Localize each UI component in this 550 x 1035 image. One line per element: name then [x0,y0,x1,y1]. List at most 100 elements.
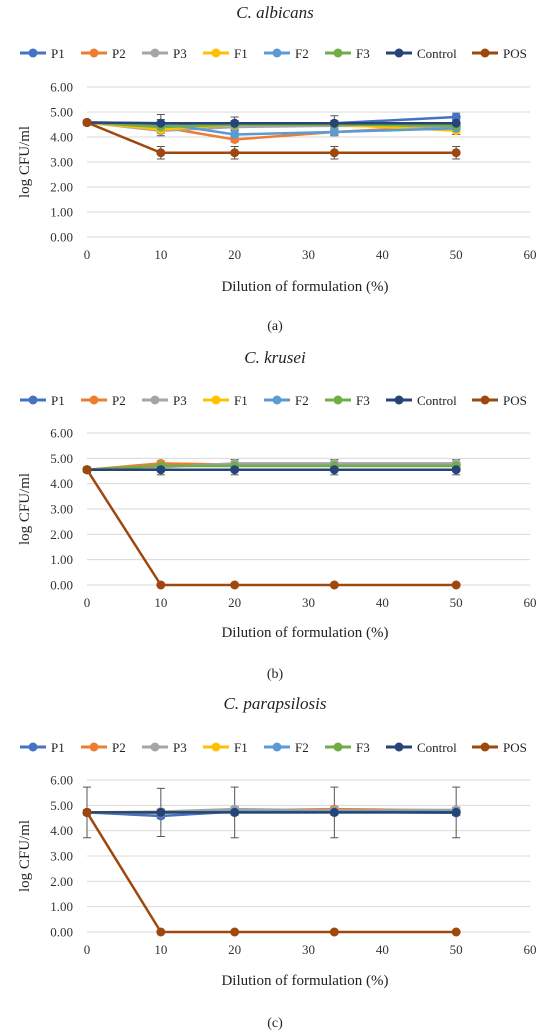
legend-swatch-marker [211,742,221,752]
data-point [230,130,240,139]
y-axis-label: log CFU/ml [17,126,33,198]
legend-item-f1: F1 [203,46,248,61]
legend-swatch-marker [150,395,160,405]
data-point [230,580,240,590]
legend-label: P1 [51,46,65,61]
x-tick-label: 50 [450,595,463,610]
data-point [451,580,461,590]
data-point [230,148,240,158]
data-point [230,118,240,128]
data-point [451,148,461,158]
legend-label: F2 [295,393,309,408]
legend-item-p3: P3 [142,46,187,61]
data-point [451,927,461,937]
series-line [85,469,457,587]
y-tick-label: 4.00 [50,823,73,838]
legend-item-p1: P1 [20,46,65,61]
legend-swatch-marker [150,742,160,752]
x-tick-label: 20 [228,595,241,610]
series-control [82,118,461,128]
y-tick-label: 3.00 [50,502,73,517]
y-tick-label: 6.00 [50,80,73,95]
series-line [86,121,457,125]
y-tick-label: 1.00 [50,552,73,567]
legend-swatch-marker [272,48,282,58]
legend-label: P3 [173,740,187,755]
y-tick-label: 2.00 [50,527,73,542]
y-tick-label: 4.00 [50,130,73,145]
legend-swatch-marker [89,48,99,58]
x-tick-label: 50 [450,942,463,957]
x-tick-label: 40 [376,595,389,610]
series-pos [82,118,461,158]
x-axis-label: Dilution of formulation (%) [221,973,388,989]
y-tick-label: 6.00 [50,426,73,441]
x-tick-label: 20 [228,247,241,262]
data-point [329,118,339,128]
legend-swatch-marker [480,742,490,752]
x-tick-label: 60 [524,942,537,957]
legend-label: Control [417,393,457,408]
legend-item-p3: P3 [142,740,187,755]
data-point [82,807,92,817]
x-tick-label: 20 [228,942,241,957]
legend-label: F3 [356,46,370,61]
legend-item-f2: F2 [264,46,309,61]
chart-title: C. parapsilosis [224,694,327,713]
data-point [451,465,461,475]
legend-item-control: Control [386,740,457,755]
legend-label: F2 [295,740,309,755]
x-tick-label: 30 [302,595,315,610]
legend: P1 P2 P3 F1 F2 F3 Control POS [20,393,527,408]
chart-panel-1: C. albicans P1 P2 P3 F1 F2 F3 Control POS 0.00 1.0… [17,3,537,334]
x-tick-label: 0 [84,247,91,262]
data-point [451,118,461,128]
legend-label: P2 [112,740,126,755]
y-tick-label: 4.00 [50,476,73,491]
legend-label: F2 [295,46,309,61]
legend-label: F3 [356,740,370,755]
x-tick-label: 10 [154,942,167,957]
legend-label: Control [417,740,457,755]
y-tick-label: 5.00 [50,798,73,813]
data-point [329,148,339,158]
x-tick-label: 30 [302,247,315,262]
data-point [156,580,166,590]
y-tick-label: 2.00 [50,874,73,889]
legend-item-pos: POS [472,46,527,61]
panel-caption: (c) [267,1016,283,1031]
data-point [329,927,339,937]
legend-item-p2: P2 [81,393,126,408]
legend-swatch-marker [28,395,38,405]
legend-item-pos: POS [472,740,527,755]
y-tick-label: 5.00 [50,105,73,120]
data-point [329,580,339,590]
chart-panel-2: C. krusei P1 P2 P3 F1 F2 F3 Control POS 0.00 1.00 2… [17,348,537,682]
legend-swatch-marker [333,48,343,58]
data-point [230,465,240,475]
data-point [156,807,166,817]
legend-swatch-marker [28,48,38,58]
data-point [156,465,166,475]
legend-label: P2 [112,46,126,61]
legend-swatch-marker [272,742,282,752]
y-tick-label: 0.00 [50,578,73,593]
data-point [329,465,339,475]
legend-item-p2: P2 [81,46,126,61]
y-tick-label: 0.00 [50,925,73,940]
legend-item-control: Control [386,46,457,61]
x-tick-label: 60 [524,247,537,262]
data-point [156,148,166,158]
legend-item-f3: F3 [325,740,370,755]
legend-swatch-marker [394,48,404,58]
data-point [156,118,166,128]
legend-swatch-marker [28,742,38,752]
y-tick-label: 0.00 [50,230,73,245]
legend-label: P1 [51,393,65,408]
legend-swatch-marker [333,742,343,752]
legend-swatch-marker [211,395,221,405]
panel-caption: (a) [267,319,283,334]
y-axis-label: log CFU/ml [17,820,33,892]
x-axis-label: Dilution of formulation (%) [221,625,388,641]
legend-swatch-marker [272,395,282,405]
